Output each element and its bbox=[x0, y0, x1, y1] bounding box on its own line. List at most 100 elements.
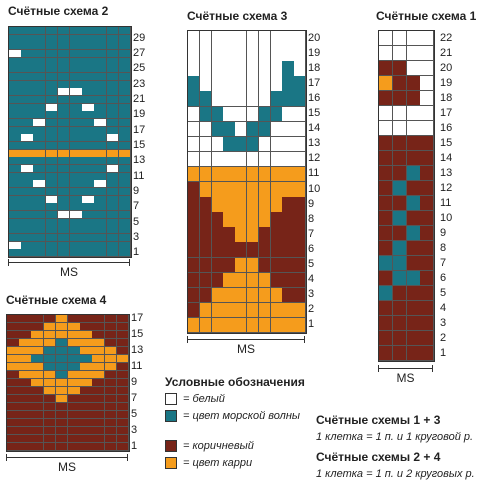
grid-cell bbox=[247, 31, 260, 47]
grid-cell bbox=[45, 80, 59, 89]
grid-cell bbox=[106, 111, 120, 120]
grid-cell bbox=[420, 91, 435, 107]
grid-cell bbox=[94, 180, 107, 189]
scheme2-ms-line bbox=[8, 259, 130, 266]
grid-cell bbox=[282, 182, 295, 198]
grid-cell bbox=[70, 157, 83, 166]
grid-cell bbox=[223, 61, 236, 77]
grid-cell bbox=[70, 34, 83, 43]
grid-cell bbox=[270, 151, 283, 168]
grid-cell bbox=[45, 134, 59, 143]
grid-cell bbox=[199, 227, 212, 243]
scheme4-ms-line bbox=[6, 454, 128, 461]
grid-cell bbox=[70, 73, 83, 82]
grid-cell bbox=[211, 136, 224, 153]
grid-cell bbox=[282, 91, 295, 107]
grid-cell bbox=[106, 134, 120, 143]
grid-cell bbox=[270, 61, 283, 77]
grid-cell bbox=[57, 103, 71, 112]
grid-cell bbox=[33, 157, 46, 166]
grid-cell bbox=[33, 149, 46, 158]
grid-cell bbox=[57, 34, 71, 43]
grid-cell bbox=[270, 287, 283, 304]
grid-cell bbox=[223, 257, 236, 273]
grid-cell bbox=[94, 172, 107, 181]
grid-cell bbox=[247, 197, 260, 213]
grid-cell bbox=[55, 339, 69, 348]
grid-cell bbox=[235, 257, 248, 273]
row-number-label: 14 bbox=[308, 122, 321, 135]
grid-cell bbox=[82, 96, 95, 105]
grid-cell bbox=[92, 403, 105, 412]
grid-cell bbox=[188, 182, 201, 198]
grid-cell bbox=[294, 91, 307, 107]
grid-cell bbox=[282, 151, 295, 168]
grid-cell bbox=[57, 73, 71, 82]
row-number-label: 12 bbox=[440, 181, 453, 194]
grid-cell bbox=[9, 96, 22, 105]
grid-cell bbox=[223, 302, 236, 319]
grid-cell bbox=[92, 355, 105, 364]
grid-cell bbox=[188, 302, 201, 319]
grid-cell bbox=[392, 166, 407, 182]
legend-label-teal: = цвет морской волны bbox=[183, 410, 300, 422]
grid-cell bbox=[70, 249, 83, 258]
grid-cell bbox=[33, 27, 46, 36]
grid-cell bbox=[57, 203, 71, 212]
grid-cell bbox=[211, 257, 224, 273]
grid-cell bbox=[420, 151, 435, 167]
grid-cell bbox=[9, 73, 22, 82]
grid-cell bbox=[294, 257, 307, 273]
grid-cell bbox=[104, 435, 118, 444]
grid-cell bbox=[199, 212, 212, 228]
grid-cell bbox=[392, 181, 407, 197]
row-number-label: 19 bbox=[308, 46, 321, 59]
row-number-label: 5 bbox=[440, 286, 447, 299]
grid-cell bbox=[82, 203, 95, 212]
grid-cell bbox=[406, 136, 421, 152]
grid-cell bbox=[57, 57, 71, 66]
grid-cell bbox=[406, 271, 421, 287]
grid-cell bbox=[82, 211, 95, 220]
grid-cell bbox=[9, 157, 22, 166]
grid-cell bbox=[118, 126, 132, 135]
grid-cell bbox=[235, 166, 248, 183]
grid-cell bbox=[33, 73, 46, 82]
grid-cell bbox=[94, 103, 107, 112]
grid-cell bbox=[9, 218, 22, 227]
grid-cell bbox=[94, 42, 107, 51]
grid-cell bbox=[33, 57, 46, 66]
grid-cell bbox=[379, 256, 394, 272]
grid-cell bbox=[7, 347, 20, 356]
grid-cell bbox=[68, 435, 81, 444]
grid-cell bbox=[104, 363, 118, 372]
grid-cell bbox=[80, 347, 93, 356]
row-number-label: 18 bbox=[308, 61, 321, 74]
grid-cell bbox=[379, 76, 394, 92]
grid-cell bbox=[258, 91, 271, 107]
grid-cell bbox=[420, 196, 435, 212]
row-number-label: 23 bbox=[133, 77, 146, 90]
grid-cell bbox=[19, 419, 32, 428]
grid-cell bbox=[82, 42, 95, 51]
grid-cell bbox=[94, 96, 107, 105]
grid-cell bbox=[379, 151, 394, 167]
grid-cell bbox=[406, 151, 421, 167]
row-number-label: 1 bbox=[308, 318, 315, 331]
row-number-label: 5 bbox=[308, 258, 315, 271]
grid-cell bbox=[7, 419, 20, 428]
grid-cell bbox=[282, 242, 295, 258]
grid-cell bbox=[21, 195, 34, 204]
row-number-label: 1 bbox=[440, 346, 447, 359]
grid-cell bbox=[94, 149, 107, 158]
grid-cell bbox=[19, 331, 32, 340]
grid-cell bbox=[80, 443, 93, 452]
grid-cell bbox=[282, 61, 295, 77]
grid-cell bbox=[116, 371, 130, 380]
grid-cell bbox=[223, 46, 236, 62]
grid-cell bbox=[392, 226, 407, 242]
grid-cell bbox=[223, 197, 236, 213]
grid-cell bbox=[118, 119, 132, 128]
grid-cell bbox=[19, 387, 32, 396]
grid-cell bbox=[118, 111, 132, 120]
